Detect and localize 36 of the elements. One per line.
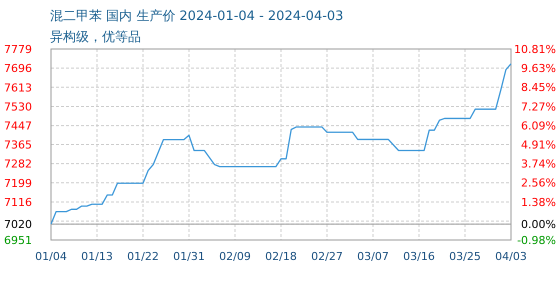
y2-tick-label: 4.91% — [521, 138, 556, 152]
y2-tick-label: 3.74% — [521, 158, 556, 171]
y2-tick-label: 8.45% — [521, 81, 556, 94]
y2-tick-label: 1.38% — [521, 196, 556, 209]
y-tick-label: 7530 — [4, 100, 32, 114]
x-tick-label: 03/25 — [449, 250, 481, 263]
x-tick-label: 01/31 — [173, 250, 205, 263]
y2-tick-label: -0.98% — [517, 234, 556, 247]
y-tick-label: 7447 — [4, 120, 32, 133]
x-tick-label: 03/16 — [403, 250, 435, 263]
x-tick-label: 02/09 — [219, 250, 251, 263]
x-tick-label: 01/13 — [81, 250, 113, 263]
y-tick-label: 7696 — [4, 62, 32, 76]
y-tick-label: 7116 — [4, 196, 32, 209]
chart-subtitle: 异构级，优等品 — [50, 30, 141, 45]
y-tick-label: 7779 — [4, 43, 32, 56]
x-tick-label: 03/07 — [357, 250, 389, 263]
y-tick-label: 7282 — [4, 158, 32, 171]
y2-tick-label: 9.63% — [521, 62, 556, 76]
y-tick-label: 7199 — [4, 176, 32, 190]
x-tick-label: 01/22 — [127, 250, 159, 263]
line-series — [50, 63, 512, 225]
y2-tick-label: 0.00% — [521, 218, 556, 232]
y2-tick-label: 7.27% — [521, 100, 556, 114]
x-tick-label: 01/04 — [35, 250, 67, 263]
y-tick-label: 7020 — [4, 218, 32, 232]
y-tick-label: 7613 — [4, 81, 32, 94]
y2-tick-label: 6.09% — [521, 119, 556, 132]
y-tick-label: 7365 — [4, 138, 32, 152]
x-tick-label: 02/18 — [265, 250, 297, 263]
x-tick-label: 04/03 — [495, 250, 527, 263]
y-tick-label: 6951 — [4, 234, 32, 247]
chart-title: 混二甲苯 国内 生产价 2024-01-04 - 2024-04-03 — [50, 9, 344, 24]
y2-tick-label: 10.81% — [514, 43, 556, 56]
y2-tick-label: 2.56% — [521, 176, 556, 190]
x-tick-label: 02/27 — [311, 250, 343, 263]
